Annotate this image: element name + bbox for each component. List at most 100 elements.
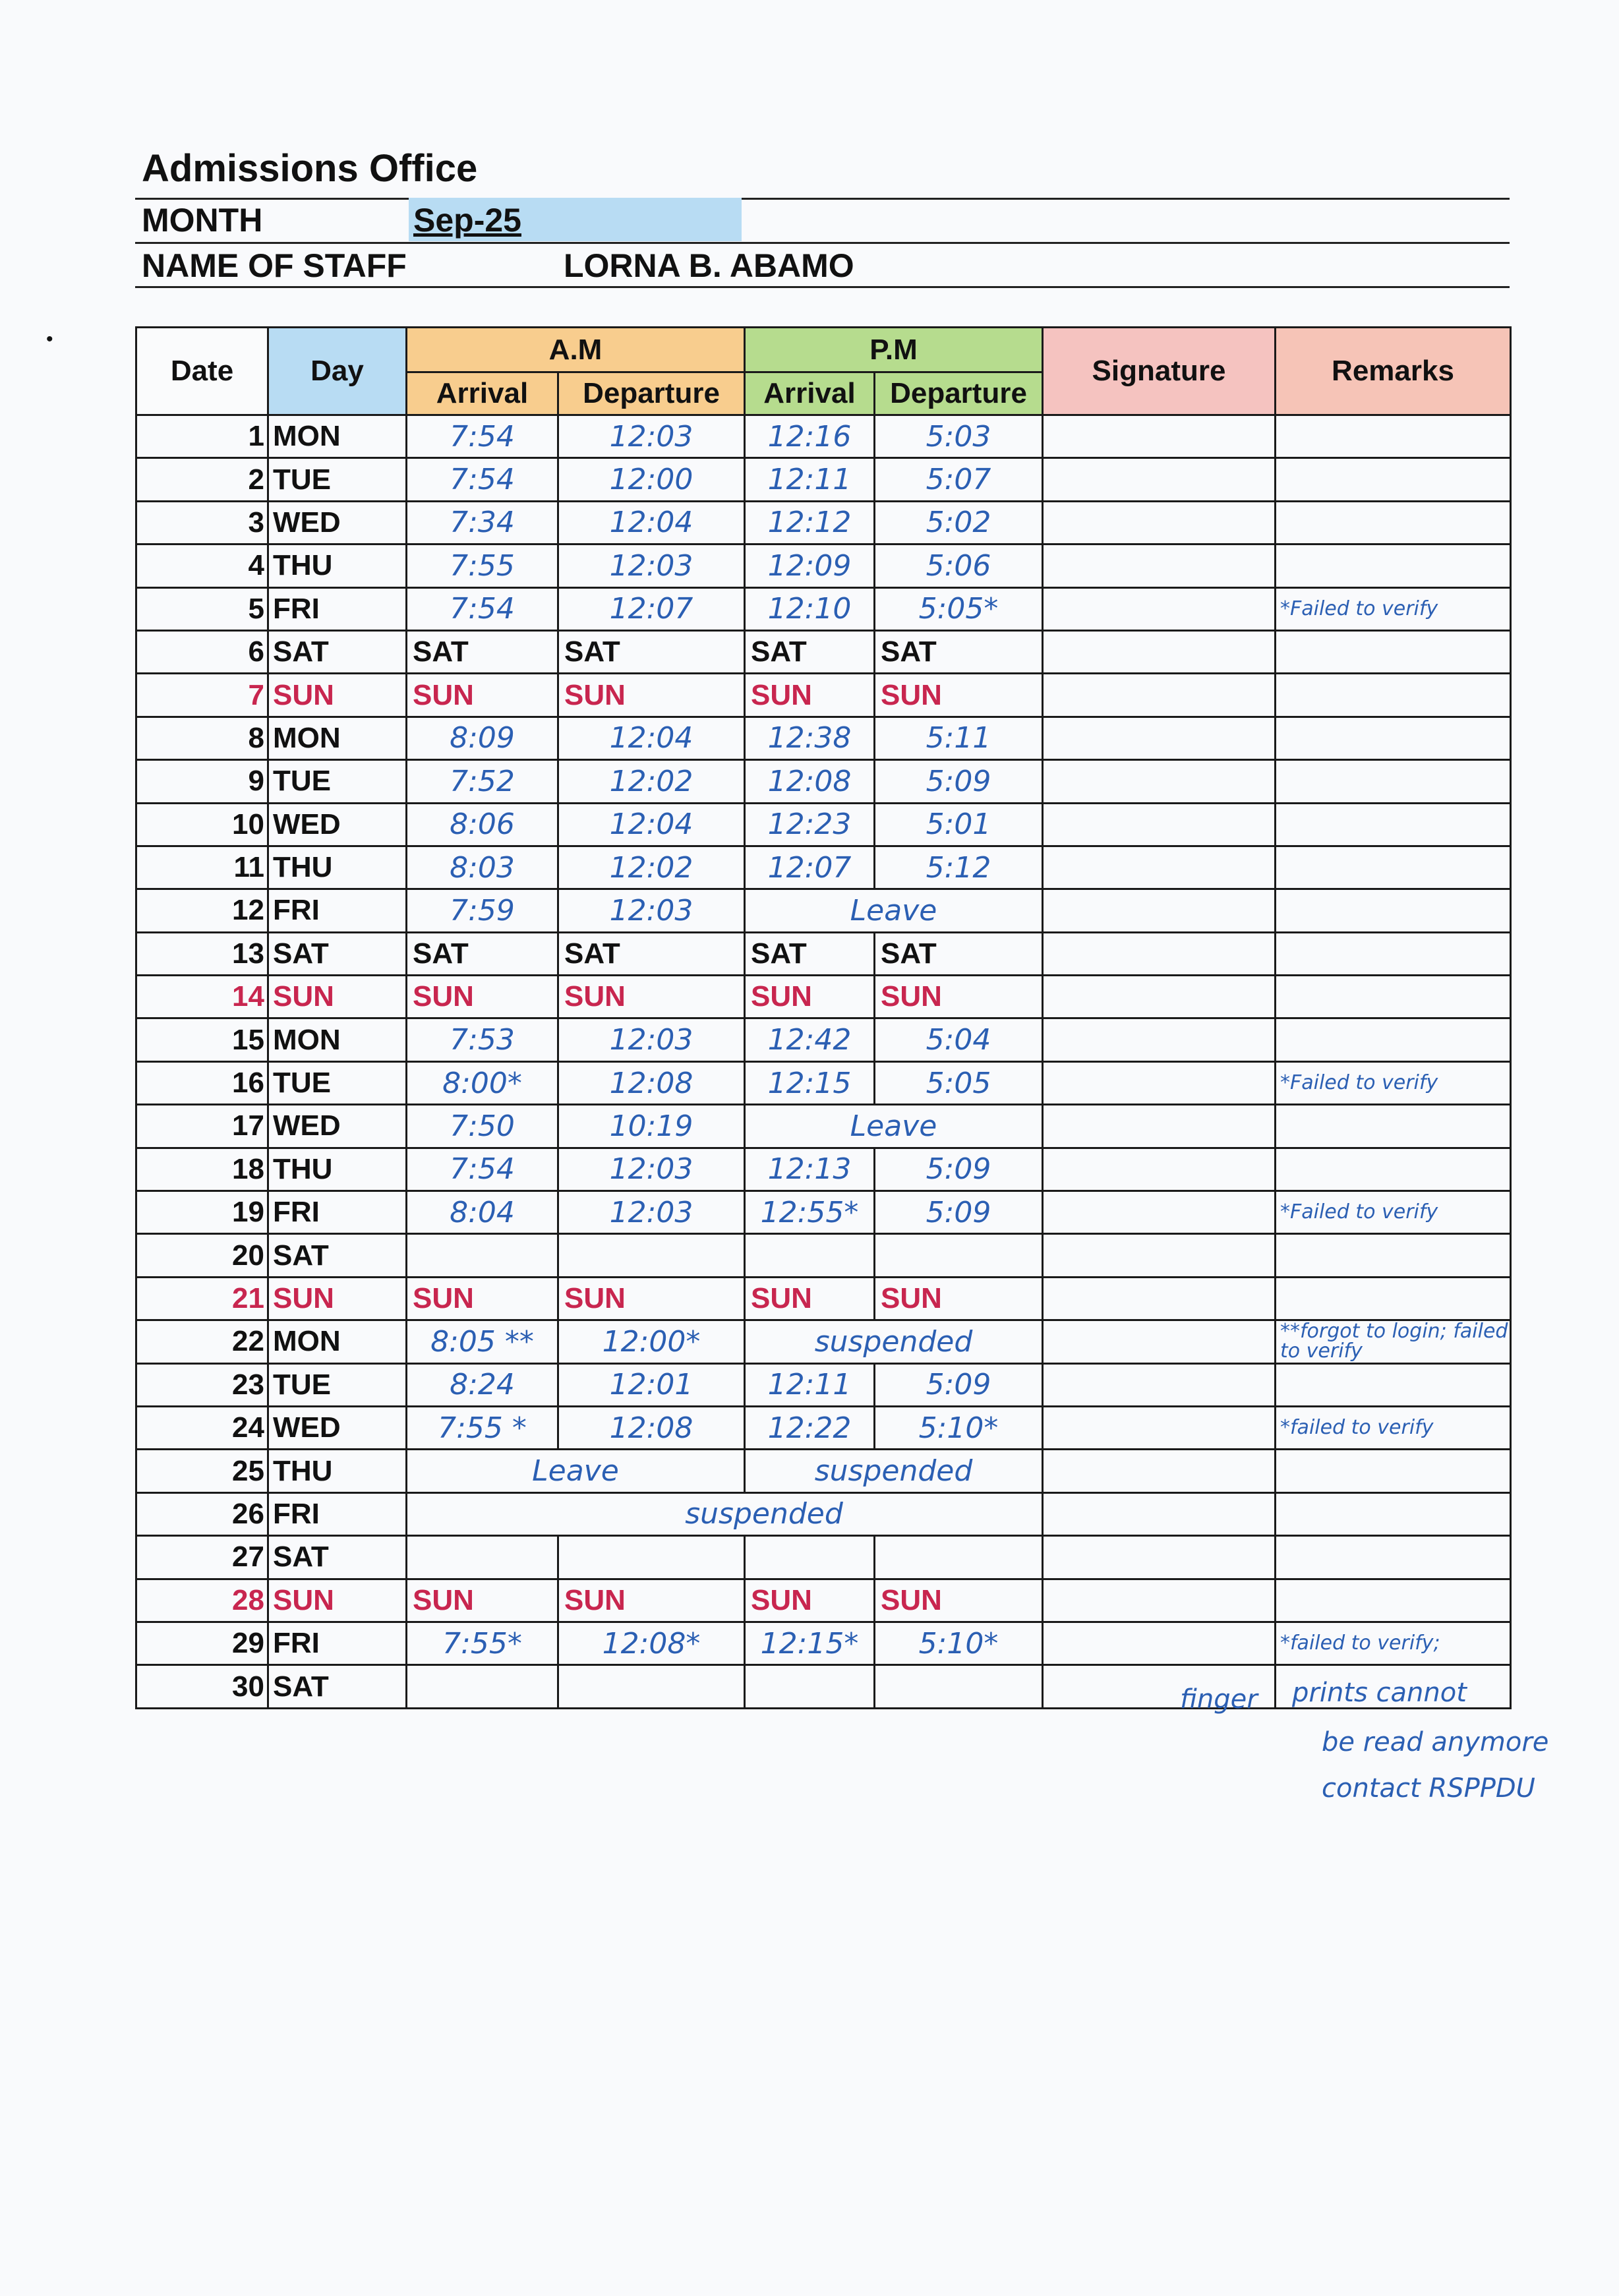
day-cell: WED: [267, 1104, 407, 1149]
date-cell: 21: [135, 1276, 269, 1322]
remarks-cell: [1274, 974, 1512, 1020]
pm-departure-cell: SAT: [873, 931, 1044, 977]
date-cell: 9: [135, 759, 269, 804]
day-cell: SAT: [267, 1233, 407, 1278]
am-arrival-cell: SAT: [405, 629, 559, 675]
suspended-note-cell: suspended: [405, 1491, 1044, 1537]
pm-arrival-cell: 12:07: [744, 844, 875, 891]
day-cell: SAT: [267, 931, 407, 977]
am-departure-cell: [557, 1664, 746, 1709]
day-cell: THU: [267, 844, 407, 891]
date-cell: 18: [135, 1146, 269, 1192]
header-signature: Signature: [1042, 326, 1276, 416]
day-cell: WED: [267, 1405, 407, 1451]
am-departure-cell: 12:08*: [557, 1620, 746, 1666]
am-departure-cell: [557, 1233, 746, 1278]
am-arrival-cell: 7:54: [405, 457, 559, 502]
table-row: 18 THU 7:54 12:03 12:13 5:09: [135, 1146, 1512, 1192]
signature-cell: [1042, 844, 1276, 891]
header-am: A.M: [405, 326, 746, 373]
signature-cell: [1042, 974, 1276, 1020]
divider: [135, 242, 1510, 244]
pm-departure-cell: 5:09: [873, 759, 1044, 804]
pm-arrival-cell: SUN: [744, 672, 875, 718]
am-departure-cell: 12:04: [557, 715, 746, 761]
pm-arrival-cell: 12:15: [744, 1060, 875, 1106]
pm-arrival-cell: [744, 1535, 875, 1580]
footnote-finger: finger: [1180, 1684, 1258, 1715]
am-departure-cell: 12:02: [557, 844, 746, 891]
pm-departure-cell: 5:12: [873, 844, 1044, 891]
table-row: 30 SAT: [135, 1664, 1512, 1709]
am-arrival-cell: [405, 1233, 559, 1278]
day-cell: THU: [267, 543, 407, 589]
am-arrival-cell: 7:54: [405, 413, 559, 459]
table-row: 19 FRI 8:04 12:03 12:55* 5:09 *Failed to verif…: [135, 1190, 1512, 1235]
header-pm-arrival: Arrival: [744, 371, 875, 416]
pm-departure-cell: 5:03: [873, 413, 1044, 459]
day-cell: FRI: [267, 586, 407, 632]
pm-departure-cell: 5:10*: [873, 1620, 1044, 1666]
date-cell: 7: [135, 672, 269, 718]
date-cell: 29: [135, 1620, 269, 1666]
day-cell: TUE: [267, 457, 407, 502]
footnote-line2: be read anymore: [1322, 1727, 1549, 1757]
date-cell: 23: [135, 1362, 269, 1407]
am-departure-cell: 12:01: [557, 1362, 746, 1407]
day-cell: MON: [267, 413, 407, 459]
am-arrival-cell: 8:04: [405, 1190, 559, 1235]
date-cell: 13: [135, 931, 269, 977]
am-departure-cell: 12:07: [557, 586, 746, 632]
signature-cell: [1042, 1577, 1276, 1623]
day-cell: FRI: [267, 1190, 407, 1235]
pm-arrival-cell: SAT: [744, 629, 875, 675]
pm-departure-cell: SUN: [873, 974, 1044, 1020]
day-cell: THU: [267, 1146, 407, 1192]
am-departure-cell: 12:03: [557, 413, 746, 459]
table-row: 10 WED 8:06 12:04 12:23 5:01: [135, 802, 1512, 847]
remarks-cell: [1274, 844, 1512, 891]
pm-arrival-cell: 12:38: [744, 715, 875, 761]
am-arrival-cell: SUN: [405, 974, 559, 1020]
am-departure-cell: 12:03: [557, 1017, 746, 1063]
remarks-cell: [1274, 802, 1512, 847]
signature-cell: [1042, 1146, 1276, 1192]
date-cell: 26: [135, 1491, 269, 1537]
table-row: 27 SAT: [135, 1535, 1512, 1580]
date-cell: 27: [135, 1535, 269, 1580]
pm-arrival-cell: 12:15*: [744, 1620, 875, 1666]
table-row: 16 TUE 8:00* 12:08 12:15 5:05 *Failed to verif…: [135, 1060, 1512, 1106]
signature-cell: [1042, 1362, 1276, 1407]
am-departure-cell: SAT: [557, 931, 746, 977]
date-cell: 25: [135, 1448, 269, 1494]
pm-departure-cell: [873, 1664, 1044, 1709]
am-note-cell: Leave: [405, 1448, 746, 1494]
am-departure-cell: 12:00*: [557, 1319, 746, 1365]
pm-departure-cell: SUN: [873, 1577, 1044, 1623]
day-cell: FRI: [267, 1620, 407, 1666]
pm-departure-cell: SUN: [873, 1276, 1044, 1322]
table-row: 13 SAT SAT SAT SAT SAT: [135, 931, 1512, 977]
remarks-cell: *failed to verify: [1274, 1405, 1512, 1451]
remarks-cell: [1274, 1146, 1512, 1192]
day-cell: MON: [267, 715, 407, 761]
table-row: 8 MON 8:09 12:04 12:38 5:11: [135, 715, 1512, 761]
signature-cell: [1042, 1104, 1276, 1149]
month-value: Sep-25: [413, 202, 521, 239]
remarks-cell: [1274, 1664, 1512, 1709]
remarks-cell: [1274, 1104, 1512, 1149]
pm-arrival-cell: 12:08: [744, 759, 875, 804]
day-cell: MON: [267, 1319, 407, 1365]
day-cell: MON: [267, 1017, 407, 1063]
pm-departure-cell: 5:02: [873, 500, 1044, 546]
staff-label: NAME OF STAFF: [142, 247, 407, 284]
am-arrival-cell: 7:34: [405, 500, 559, 546]
day-cell: TUE: [267, 759, 407, 804]
signature-cell: [1042, 629, 1276, 675]
pm-arrival-cell: 12:22: [744, 1405, 875, 1451]
header-am-departure: Departure: [557, 371, 746, 416]
am-arrival-cell: 7:53: [405, 1017, 559, 1063]
table-row: 1 MON 7:54 12:03 12:16 5:03: [135, 413, 1512, 459]
pm-note-cell: suspended: [744, 1319, 1044, 1365]
remarks-cell: [1274, 888, 1512, 933]
